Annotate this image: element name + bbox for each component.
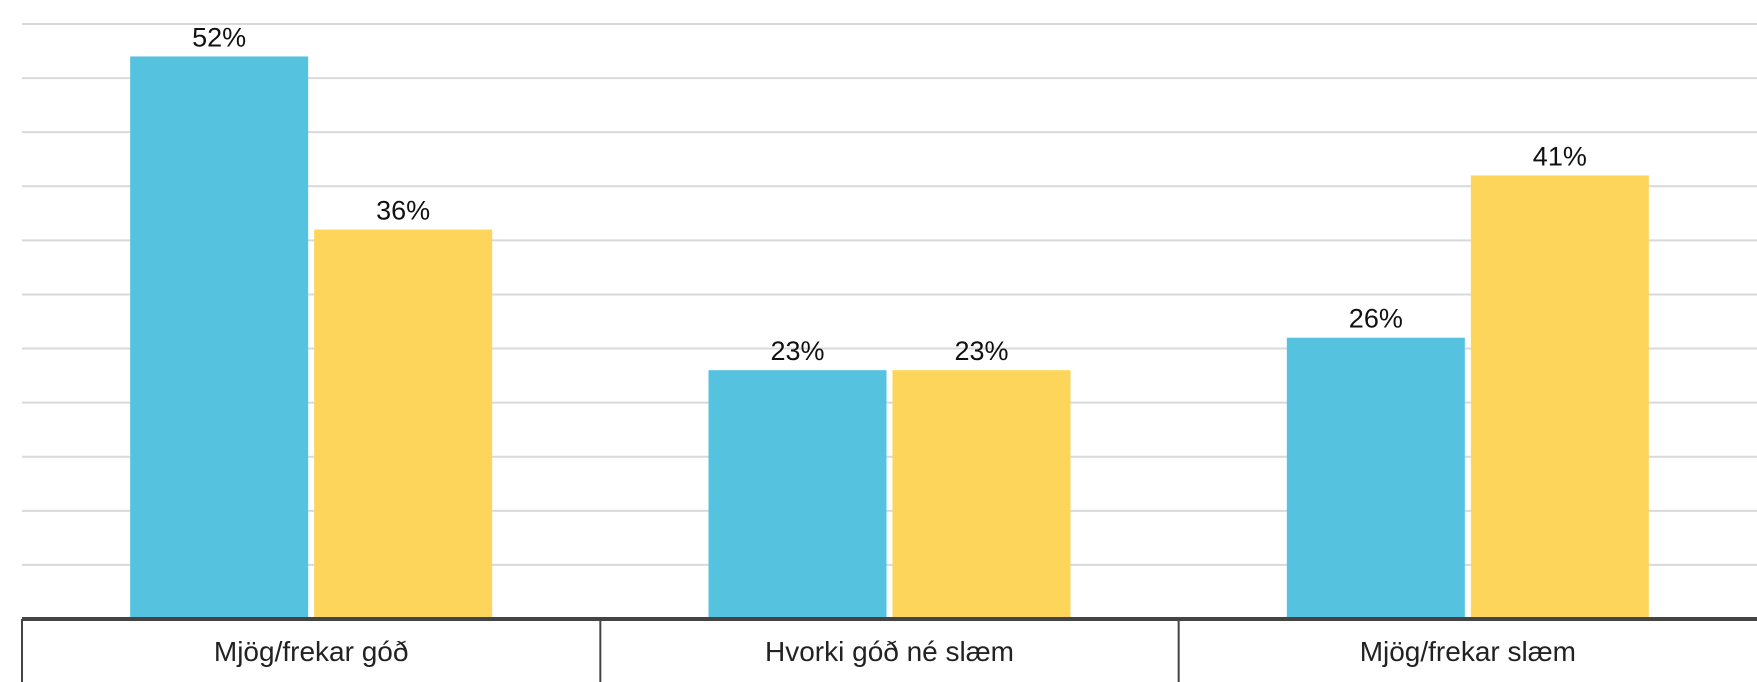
grid-lines [22, 23, 1757, 566]
bar-value-label: 52% [192, 22, 246, 52]
bar [1286, 337, 1465, 619]
category-label: Hvorki góð né slæm [765, 636, 1014, 667]
bar [130, 56, 309, 620]
bar-value-label: 41% [1533, 141, 1587, 171]
value-labels-layer: 52% 36% 23% 23% 26% 41% [192, 22, 1587, 366]
category-label: Mjög/frekar góð [214, 636, 409, 667]
category-axis: Mjög/frekar góð Hvorki góð né slæm Mjög/fr… [21, 619, 1576, 682]
bar [314, 229, 493, 619]
bar-value-label: 23% [770, 336, 824, 366]
bar [708, 370, 887, 619]
bar-value-label: 23% [954, 336, 1008, 366]
bar [892, 370, 1071, 619]
category-label: Mjög/frekar slæm [1360, 636, 1576, 667]
bars-layer [130, 56, 1649, 620]
bar [1470, 175, 1649, 620]
bar-value-label: 36% [376, 196, 430, 226]
bar-value-label: 26% [1349, 304, 1403, 334]
